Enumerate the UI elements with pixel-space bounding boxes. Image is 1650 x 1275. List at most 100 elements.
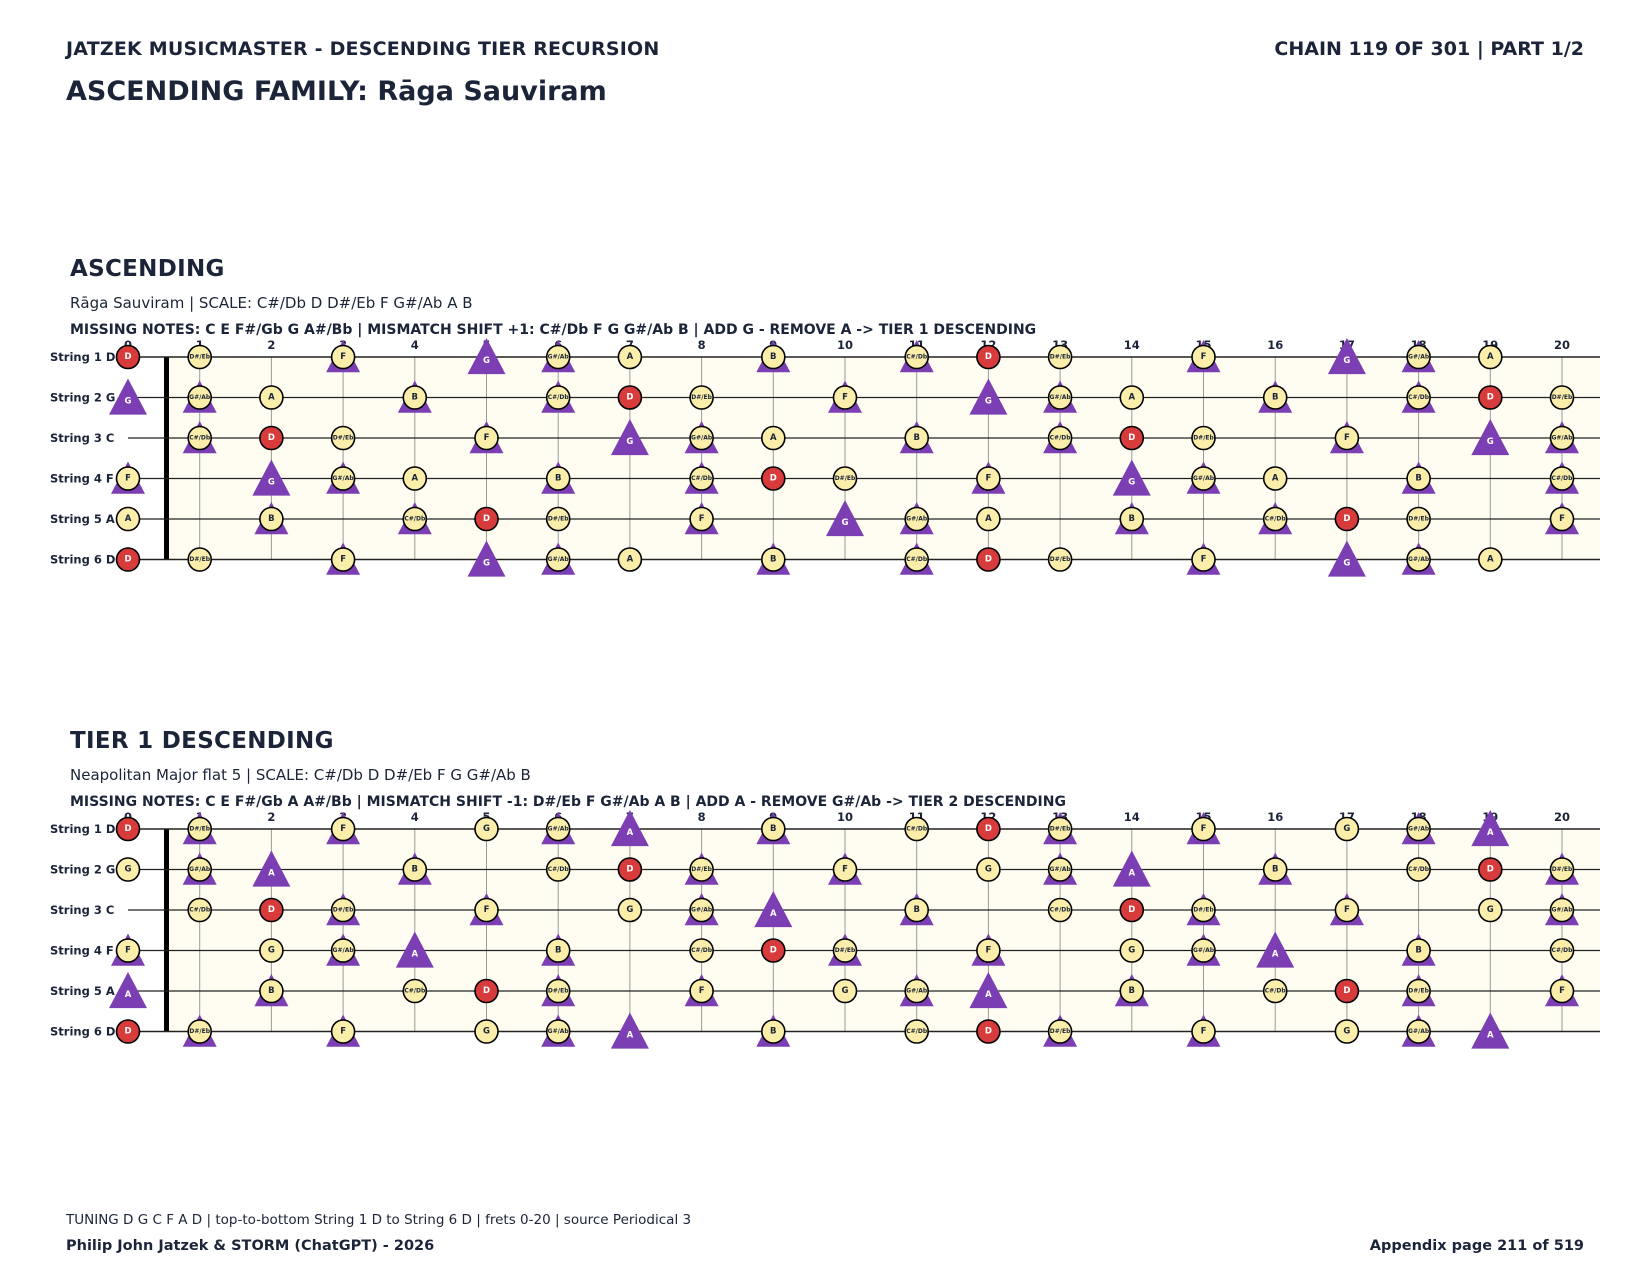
scale-note-circle — [115, 857, 141, 882]
note-label: D#/Eb — [1552, 866, 1573, 873]
scale-note-circle — [402, 385, 428, 410]
note-label: G — [1487, 437, 1494, 447]
root-note-circle — [1334, 978, 1360, 1004]
note-label: A — [627, 555, 634, 565]
note-label: A — [268, 393, 275, 403]
note-label: C#/Db — [1265, 516, 1287, 523]
scale-note-circle — [187, 816, 212, 842]
note-label: D#/Eb — [1193, 907, 1214, 914]
scale-note-circle — [259, 938, 284, 963]
root-note-circle — [259, 897, 284, 923]
note-label: G — [1128, 946, 1135, 956]
note-marker: C#/Db — [684, 461, 719, 494]
nut — [164, 357, 169, 560]
note-label: D#/Eb — [333, 435, 354, 442]
scale-note-circle — [474, 425, 499, 451]
note-label: F — [340, 555, 346, 565]
fretboard-background — [164, 357, 1600, 560]
added-note-triangle — [1112, 850, 1151, 887]
fret-number: 8 — [698, 338, 706, 352]
note-label: D — [124, 352, 131, 362]
note-label: F — [1344, 905, 1350, 915]
string-label: String 2 G — [50, 391, 115, 405]
note-marker: C#/Db — [1545, 461, 1579, 494]
family-title: ASCENDING FAMILY: Rāga Sauviram — [66, 76, 607, 107]
note-label: A — [1272, 474, 1279, 484]
note-label: G — [125, 865, 132, 875]
note-label: C#/Db — [1408, 394, 1430, 401]
note-marker: A — [1112, 850, 1151, 887]
scale-note-circle — [545, 506, 571, 532]
note-marker: D — [259, 425, 284, 451]
note-marker: D — [115, 344, 141, 370]
root-note-circle — [115, 547, 141, 572]
note-marker: D#/Eb — [545, 506, 571, 532]
scale-note-circle — [1119, 506, 1145, 532]
section-subtitle-tier1-descending: Neapolitan Major flat 5 | SCALE: C#/Db D… — [70, 766, 531, 784]
scale-note-circle — [1047, 344, 1073, 370]
root-note-circle — [976, 1019, 1001, 1044]
note-label: C#/Db — [404, 988, 426, 995]
note-marker: A — [1471, 1012, 1510, 1049]
note-label: G — [483, 356, 490, 366]
scale-note-circle — [976, 506, 1001, 532]
scale-note-circle — [1191, 1019, 1216, 1044]
note-label: B — [412, 393, 418, 403]
note-label: C#/Db — [906, 826, 928, 833]
note-label: F — [699, 986, 705, 996]
string-label: String 6 D — [50, 553, 115, 567]
note-marker: D — [617, 857, 643, 882]
added-note-triangle — [826, 500, 864, 537]
footer-page-number: Appendix page 211 of 519 — [1369, 1238, 1584, 1254]
scale-note-circle — [474, 897, 499, 923]
note-label: D — [268, 433, 275, 443]
scale-note-circle — [760, 1019, 786, 1044]
note-label: G — [1487, 905, 1494, 915]
note-marker: F — [1186, 812, 1221, 845]
note-label: B — [268, 514, 274, 524]
scale-note-circle — [1119, 938, 1145, 963]
note-marker: F — [326, 542, 361, 575]
note-marker: D#/Eb — [1549, 385, 1575, 410]
scale-note-circle — [1549, 978, 1575, 1004]
note-label: G#/Ab — [1408, 354, 1430, 361]
fretboard-ascending: String 1 D String 2 G String 3 C String 4 F… — [50, 338, 1600, 577]
fret-number: 16 — [1267, 338, 1283, 352]
note-label: A — [627, 828, 634, 838]
root-note-circle — [760, 938, 786, 963]
scale-note-circle — [1191, 547, 1216, 572]
added-note-triangle — [969, 378, 1008, 415]
scale-note-circle — [976, 466, 1001, 491]
note-marker: D — [115, 547, 141, 572]
root-note-circle — [259, 425, 284, 451]
note-marker: G#/Ab — [1043, 852, 1078, 885]
note-marker: G#/Ab — [1401, 1014, 1436, 1047]
fret-number: 14 — [1124, 338, 1140, 352]
scale-note-circle — [689, 466, 714, 491]
note-label: G#/Ab — [333, 947, 355, 954]
note-marker: B — [541, 933, 576, 966]
note-marker: G#/Ab — [899, 502, 934, 535]
note-marker: A — [1471, 810, 1510, 847]
note-marker: B — [1401, 461, 1436, 494]
string-label: String 2 G — [50, 863, 115, 877]
scale-note-circle — [187, 857, 212, 882]
note-marker: C#/Db — [904, 1019, 930, 1044]
note-label: G — [268, 478, 275, 488]
note-marker: F — [469, 893, 504, 926]
scale-note-circle — [1262, 385, 1288, 410]
note-label: G — [985, 865, 992, 875]
note-label: G#/Ab — [906, 988, 928, 995]
note-marker: F — [326, 1014, 361, 1047]
note-label: G#/Ab — [548, 826, 570, 833]
note-label: A — [1129, 393, 1136, 403]
note-label: G#/Ab — [1193, 475, 1215, 482]
note-label: C#/Db — [189, 435, 211, 442]
note-marker: D#/Eb — [182, 812, 217, 845]
note-label: B — [1272, 865, 1278, 875]
scale-note-circle — [187, 1019, 212, 1044]
note-label: D — [124, 1027, 131, 1037]
note-label: B — [555, 474, 561, 484]
note-label: B — [1129, 986, 1135, 996]
note-marker: A — [1256, 931, 1295, 968]
